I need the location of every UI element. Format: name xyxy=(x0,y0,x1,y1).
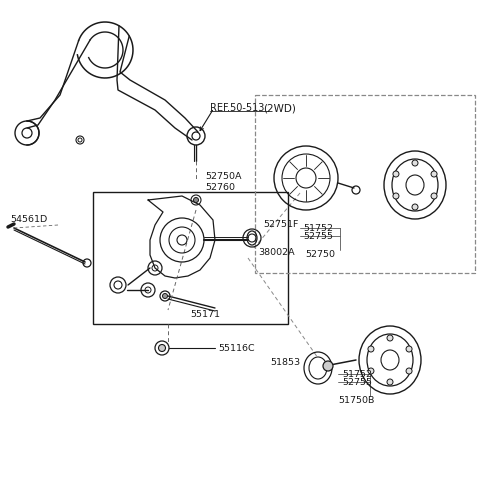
Circle shape xyxy=(387,335,393,341)
Text: 51853: 51853 xyxy=(270,358,300,367)
Circle shape xyxy=(406,368,412,374)
Text: 55171: 55171 xyxy=(190,310,220,319)
Circle shape xyxy=(431,171,437,177)
Circle shape xyxy=(193,197,199,202)
Text: 51752: 51752 xyxy=(342,370,372,379)
Circle shape xyxy=(393,171,399,177)
Text: 52755: 52755 xyxy=(303,232,333,241)
Text: REF.50-513: REF.50-513 xyxy=(210,103,264,113)
Circle shape xyxy=(412,160,418,166)
Bar xyxy=(93,192,288,324)
Text: 51750B: 51750B xyxy=(338,396,374,405)
Circle shape xyxy=(158,344,166,351)
Bar xyxy=(255,95,475,273)
Text: (2WD): (2WD) xyxy=(263,103,296,113)
Circle shape xyxy=(412,204,418,210)
Text: 54561D: 54561D xyxy=(10,215,47,224)
Circle shape xyxy=(406,346,412,352)
Text: 52750: 52750 xyxy=(305,250,335,259)
Text: 52750A: 52750A xyxy=(205,172,241,181)
Text: 38002A: 38002A xyxy=(258,248,295,257)
Circle shape xyxy=(368,368,374,374)
Circle shape xyxy=(387,379,393,385)
Text: 55116C: 55116C xyxy=(218,344,254,353)
Text: 51752: 51752 xyxy=(303,224,333,233)
Circle shape xyxy=(393,193,399,199)
Circle shape xyxy=(163,294,168,298)
Circle shape xyxy=(323,361,333,371)
Text: 52755: 52755 xyxy=(342,378,372,387)
Circle shape xyxy=(368,346,374,352)
Text: 52760: 52760 xyxy=(205,183,235,192)
Circle shape xyxy=(431,193,437,199)
Text: 52751F: 52751F xyxy=(263,220,299,229)
